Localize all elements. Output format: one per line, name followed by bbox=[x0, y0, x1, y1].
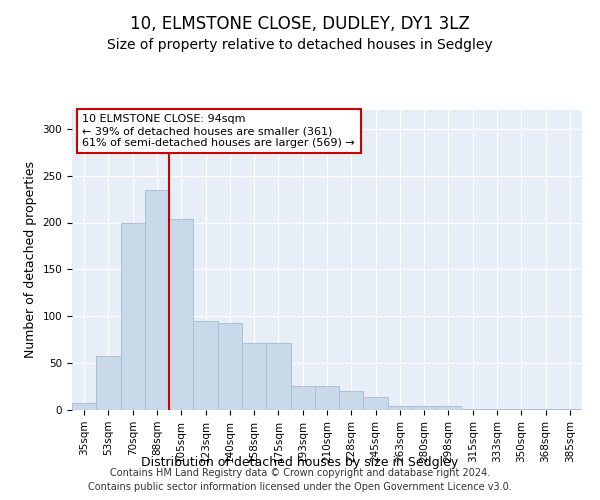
Bar bbox=[364, 397, 388, 410]
Bar bbox=[558, 409, 582, 410]
Bar bbox=[412, 406, 436, 410]
Bar bbox=[461, 409, 485, 410]
Bar bbox=[218, 323, 242, 410]
Bar bbox=[533, 409, 558, 410]
Bar bbox=[193, 321, 218, 410]
Bar bbox=[266, 342, 290, 410]
Bar bbox=[242, 342, 266, 410]
Text: Contains HM Land Registry data © Crown copyright and database right 2024.
Contai: Contains HM Land Registry data © Crown c… bbox=[88, 468, 512, 492]
Y-axis label: Number of detached properties: Number of detached properties bbox=[24, 162, 37, 358]
Bar bbox=[315, 386, 339, 410]
Bar bbox=[436, 406, 461, 410]
Bar bbox=[145, 190, 169, 410]
Bar bbox=[388, 406, 412, 410]
Bar bbox=[121, 222, 145, 410]
Text: Size of property relative to detached houses in Sedgley: Size of property relative to detached ho… bbox=[107, 38, 493, 52]
Bar bbox=[169, 219, 193, 410]
Text: 10 ELMSTONE CLOSE: 94sqm
← 39% of detached houses are smaller (361)
61% of semi-: 10 ELMSTONE CLOSE: 94sqm ← 39% of detach… bbox=[82, 114, 355, 148]
Bar bbox=[96, 356, 121, 410]
Bar bbox=[485, 409, 509, 410]
Text: 10, ELMSTONE CLOSE, DUDLEY, DY1 3LZ: 10, ELMSTONE CLOSE, DUDLEY, DY1 3LZ bbox=[130, 15, 470, 33]
Bar bbox=[339, 391, 364, 410]
Bar bbox=[72, 402, 96, 410]
Bar bbox=[509, 409, 533, 410]
Text: Distribution of detached houses by size in Sedgley: Distribution of detached houses by size … bbox=[142, 456, 458, 469]
Bar bbox=[290, 386, 315, 410]
